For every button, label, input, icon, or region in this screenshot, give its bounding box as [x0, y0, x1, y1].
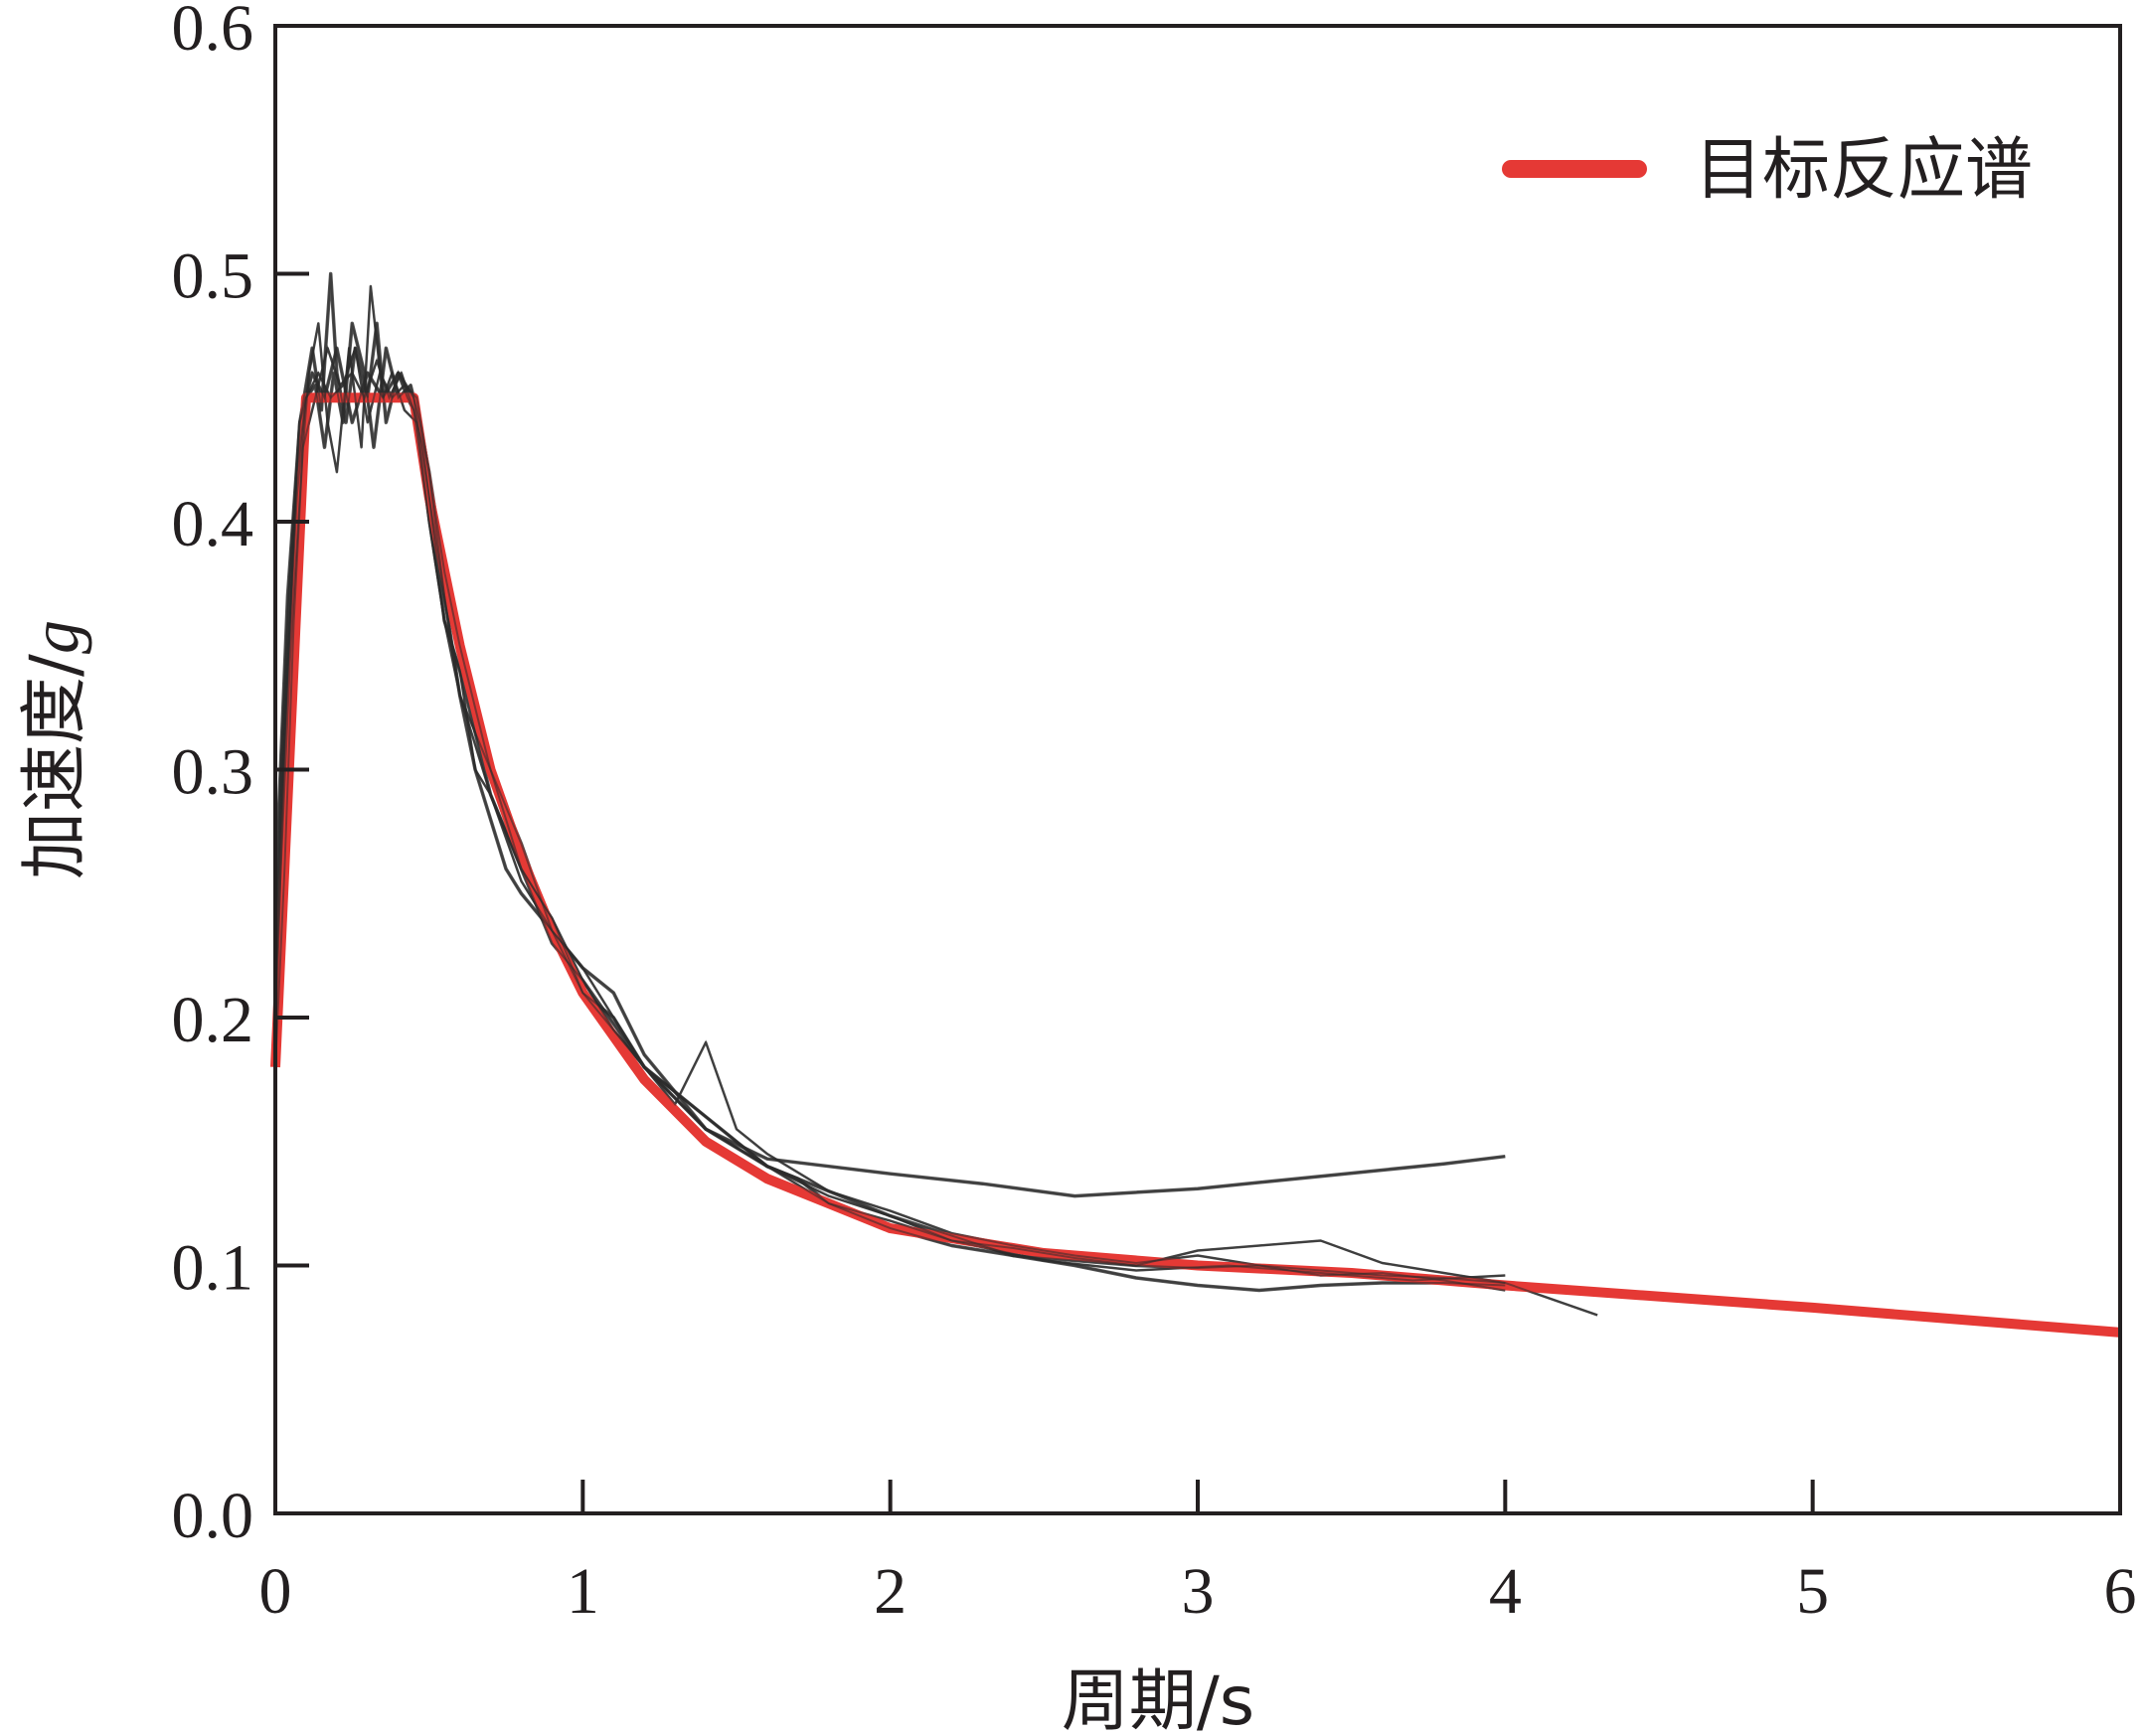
legend-label-target: 目标反应谱 [1695, 131, 2033, 210]
y-axis-title: 加速度/g [16, 620, 94, 879]
record-series-line [273, 284, 1506, 1292]
x-tick-label: 4 [1489, 1555, 1522, 1628]
record-series-overlay [274, 323, 1506, 1292]
record-series-line [273, 347, 1506, 1282]
y-tick-label: 0.4 [172, 488, 254, 560]
axis-ticks: 0 1 2 3 4 5 6 0.0 0.1 0.2 0.3 0.4 0.5 0.6 [172, 0, 2137, 1628]
record-series-line [273, 271, 1506, 1285]
x-tick-label: 6 [2104, 1555, 2137, 1628]
y-axis-title-unit: g [17, 620, 92, 654]
record-series-overlay [274, 285, 1506, 1292]
x-tick-label: 1 [567, 1555, 599, 1628]
record-series-overlay [274, 344, 1506, 1282]
plot-frame [273, 24, 2122, 1515]
y-tick-label: 0.0 [172, 1480, 254, 1552]
y-tick-label: 0.5 [172, 240, 254, 313]
x-tick-label: 0 [259, 1555, 292, 1628]
record-series-line [273, 321, 1506, 1293]
y-tick-label: 0.3 [172, 736, 254, 809]
x-axis-title: 周期/s [1062, 1662, 1254, 1736]
record-series-overlay [274, 347, 1598, 1317]
record-series-line [273, 346, 1506, 1198]
ground-motion-records [273, 271, 1598, 1317]
x-tick-label: 3 [1182, 1555, 1215, 1628]
target-spectrum-layer [270, 273, 2121, 1338]
y-tick-label: 0.2 [172, 984, 254, 1056]
legend: 目标反应谱 [1502, 131, 2033, 210]
y-tick-label: 0.6 [172, 0, 254, 65]
y-axis-title-main: 加速度/ [16, 654, 94, 879]
x-tick-label: 5 [1796, 1555, 1829, 1628]
target-spectrum-line [270, 393, 2121, 1338]
x-tick-label: 2 [874, 1555, 907, 1628]
y-tick-label: 0.1 [172, 1232, 254, 1305]
record-series-overlay [274, 348, 1506, 1197]
record-series-overlay [274, 273, 1506, 1284]
